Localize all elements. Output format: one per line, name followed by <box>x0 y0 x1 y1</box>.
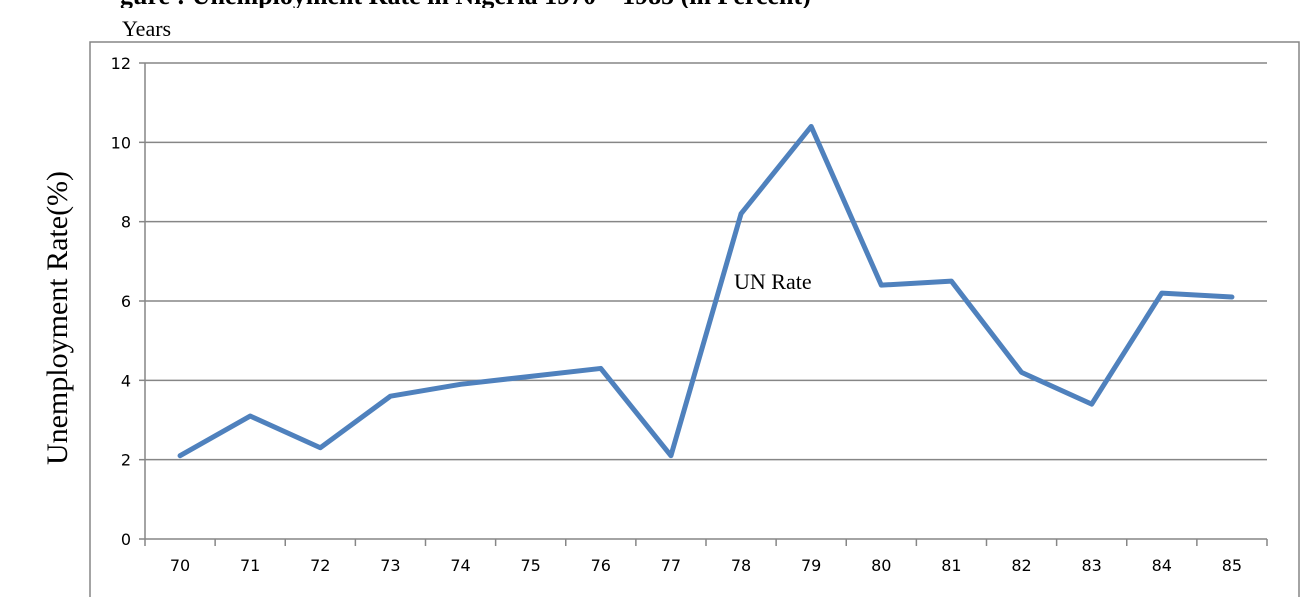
series-line <box>177 123 1235 459</box>
y-tick-label: 6 <box>121 292 131 311</box>
x-tick-label: 82 <box>1011 556 1031 575</box>
x-tick-label: 78 <box>731 556 751 575</box>
x-tick-label: 76 <box>591 556 611 575</box>
y-tick-label: 12 <box>111 54 131 73</box>
x-tick-label: 75 <box>521 556 541 575</box>
y-tick-label: 10 <box>111 133 131 152</box>
series-group <box>177 123 1235 459</box>
x-tick-label: 81 <box>941 556 961 575</box>
y-tick-label: 2 <box>121 451 131 470</box>
x-tick-label: 79 <box>801 556 821 575</box>
x-tick-label: 84 <box>1152 556 1172 575</box>
y-tick-label: 8 <box>121 213 131 232</box>
grid-lines <box>145 62 1267 461</box>
x-tick-label: 74 <box>450 556 470 575</box>
axes <box>139 62 1268 546</box>
x-tick-label: 73 <box>380 556 400 575</box>
x-tick-labels: 70 71 72 73 74 75 76 77 78 79 80 81 82 83 84 85 <box>170 556 1242 575</box>
x-tick-label: 71 <box>240 556 260 575</box>
x-tick-label: 83 <box>1082 556 1102 575</box>
x-tick-label: 80 <box>871 556 891 575</box>
chart-title: gure : Unemployment Rate in Nigeria 1970… <box>120 0 1300 8</box>
annotations: UN Rate <box>734 269 812 294</box>
x-tick-label: 72 <box>310 556 330 575</box>
x-tick-label: 70 <box>170 556 190 575</box>
x-tick-label: 85 <box>1222 556 1242 575</box>
series-annotation: UN Rate <box>734 269 812 294</box>
y-tick-label: 4 <box>121 371 131 390</box>
x-tick-label: 77 <box>661 556 681 575</box>
y-tick-labels: 0 2 4 6 8 10 12 <box>111 54 131 549</box>
x-axis-label: Years <box>122 16 172 41</box>
chart-frame <box>89 41 1300 597</box>
y-tick-label: 0 <box>121 530 131 549</box>
